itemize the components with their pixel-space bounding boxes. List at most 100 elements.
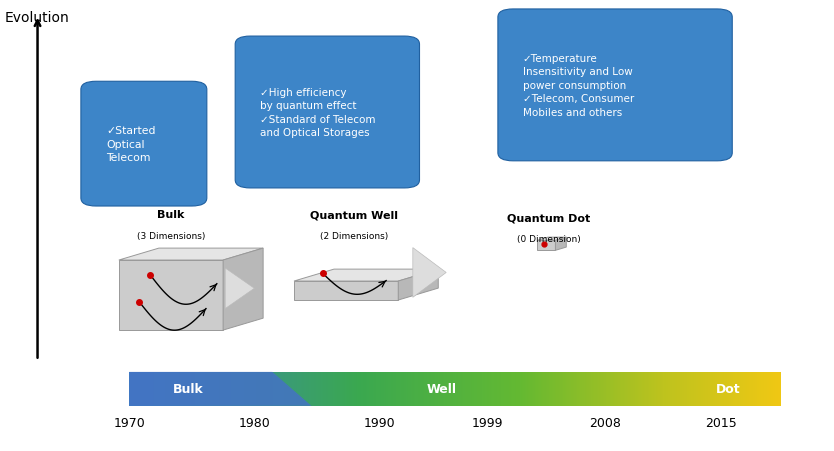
Bar [452, 372, 455, 406]
Bar [193, 372, 195, 406]
Bar [215, 372, 217, 406]
Bar [686, 372, 687, 406]
Bar [469, 372, 470, 406]
Bar [463, 372, 465, 406]
Bar [691, 372, 693, 406]
Bar [395, 372, 397, 406]
Bar [639, 372, 641, 406]
Bar [616, 372, 618, 406]
Polygon shape [537, 238, 566, 241]
Bar [289, 372, 292, 406]
Bar [287, 372, 289, 406]
Bar [676, 372, 677, 406]
Bar [404, 372, 405, 406]
Bar [379, 372, 382, 406]
Bar [470, 372, 472, 406]
Bar [271, 372, 274, 406]
Bar [268, 372, 270, 406]
Bar [210, 372, 213, 406]
Bar [526, 372, 528, 406]
Bar [147, 372, 148, 406]
Text: Dot: Dot [716, 382, 740, 396]
Bar [627, 372, 629, 406]
Bar [624, 372, 626, 406]
Bar [333, 372, 335, 406]
Bar [440, 372, 442, 406]
Bar [407, 372, 409, 406]
Bar [378, 372, 379, 406]
Bar [530, 372, 532, 406]
Bar [750, 372, 751, 406]
Bar [219, 372, 221, 406]
Bar [712, 372, 715, 406]
Bar [730, 372, 732, 406]
Bar [544, 372, 545, 406]
Bar [545, 372, 547, 406]
Bar [610, 372, 612, 406]
Bar [497, 372, 499, 406]
Bar [321, 372, 323, 406]
Bar [137, 372, 138, 406]
Bar [338, 372, 339, 406]
Bar [198, 372, 200, 406]
Bar [434, 372, 436, 406]
Bar [425, 372, 426, 406]
Polygon shape [223, 249, 263, 330]
Bar [256, 372, 258, 406]
Bar [465, 372, 466, 406]
Bar [656, 372, 658, 406]
Bar [216, 372, 218, 406]
Bar [389, 372, 391, 406]
Bar [317, 372, 319, 406]
Bar [769, 372, 771, 406]
Bar [279, 372, 281, 406]
Bar [520, 372, 523, 406]
Bar [273, 372, 274, 406]
Bar [703, 372, 705, 406]
Bar [500, 372, 502, 406]
Bar [593, 372, 595, 406]
Bar [590, 372, 592, 406]
Bar [441, 372, 444, 406]
Bar [177, 372, 178, 406]
Text: ✓Started
Optical
Telecom: ✓Started Optical Telecom [106, 126, 155, 163]
Bar [620, 372, 622, 406]
Text: Well: Well [426, 382, 456, 396]
Bar [220, 372, 222, 406]
Bar [244, 372, 245, 406]
Bar [343, 372, 344, 406]
Bar [263, 372, 264, 406]
Text: Quantum Well: Quantum Well [310, 210, 399, 220]
Bar [610, 372, 611, 406]
Bar [584, 372, 585, 406]
Bar [328, 372, 329, 406]
Bar [151, 372, 153, 406]
Bar [613, 372, 615, 406]
Bar [331, 372, 333, 406]
Bar [632, 372, 634, 406]
Bar [206, 372, 208, 406]
Bar [585, 372, 586, 406]
Polygon shape [118, 249, 263, 261]
Text: 1980: 1980 [239, 416, 270, 429]
Bar [392, 372, 394, 406]
Bar [306, 372, 308, 406]
Bar [249, 372, 250, 406]
Bar [389, 372, 390, 406]
Bar [163, 372, 165, 406]
Bar [752, 372, 755, 406]
Bar [314, 372, 317, 406]
Bar [485, 372, 487, 406]
Bar [699, 372, 701, 406]
Bar [205, 372, 207, 406]
Bar [514, 372, 516, 406]
Bar [150, 372, 152, 406]
Bar [757, 372, 759, 406]
Bar [617, 372, 619, 406]
Bar [692, 372, 694, 406]
Bar [364, 372, 366, 406]
Bar [346, 372, 348, 406]
Bar [468, 372, 470, 406]
Bar [606, 372, 608, 406]
Bar [354, 372, 357, 406]
